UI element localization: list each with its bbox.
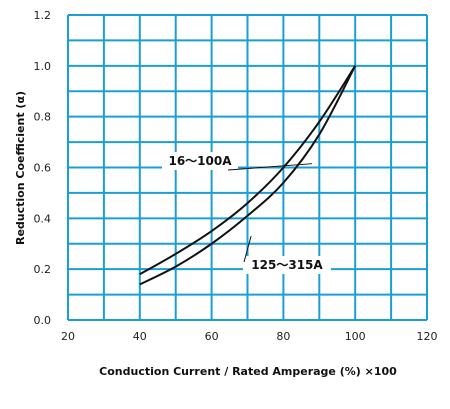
y-tick-label: 0.6 bbox=[34, 162, 52, 175]
y-tick-label: 1.2 bbox=[34, 9, 52, 22]
y-tick-label: 0.0 bbox=[34, 314, 52, 327]
y-tick-label: 1.0 bbox=[34, 60, 52, 73]
tick-labels: 20 40 60 80 100 120 0.0 0.2 0.4 0.6 0.8 1.0 1.2 bbox=[34, 9, 438, 343]
x-tick-label: 20 bbox=[61, 330, 75, 343]
y-tick-label: 0.8 bbox=[34, 111, 52, 124]
y-tick-label: 0.2 bbox=[34, 263, 52, 276]
series-lines bbox=[139, 65, 357, 286]
y-tick-label: 0.4 bbox=[34, 212, 52, 225]
series-label-1: 16～100A bbox=[168, 154, 232, 168]
x-tick-label: 120 bbox=[417, 330, 438, 343]
leader-line-2 bbox=[243, 235, 252, 263]
x-tick-label: 100 bbox=[345, 330, 366, 343]
x-tick-label: 80 bbox=[276, 330, 290, 343]
grid bbox=[67, 14, 428, 321]
leader-line-1 bbox=[227, 163, 313, 171]
y-axis-label: Reduction Coefficient (α) bbox=[14, 91, 27, 245]
series-line-2 bbox=[139, 65, 357, 286]
x-tick-label: 40 bbox=[133, 330, 147, 343]
series-line-1 bbox=[139, 65, 357, 276]
series-label-bg bbox=[243, 256, 331, 274]
x-tick-label: 60 bbox=[205, 330, 219, 343]
series-labels: 16～100A 125～315A bbox=[162, 152, 331, 274]
series-label-bg bbox=[162, 152, 238, 170]
series-label-2: 125～315A bbox=[251, 258, 323, 272]
x-axis-label: Conduction Current / Rated Amperage (%) … bbox=[99, 365, 397, 378]
